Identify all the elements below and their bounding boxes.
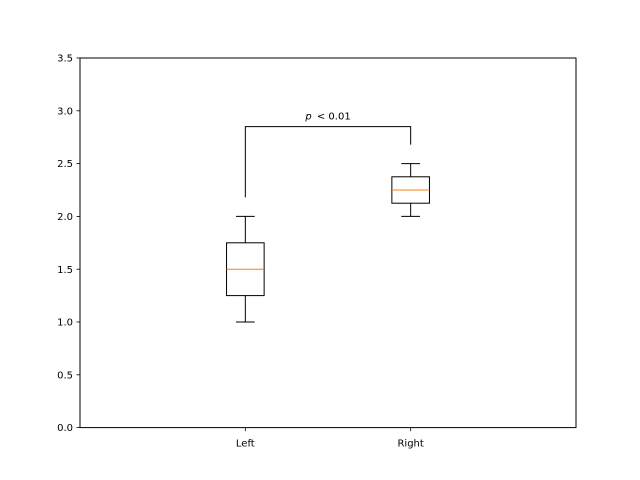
p-symbol: p [304, 112, 311, 123]
y-tick-label: 1.0 [57, 318, 73, 329]
x-axis: Left Right [236, 427, 424, 450]
y-tick-label: 1.5 [57, 265, 73, 276]
plot-area [79, 57, 577, 429]
p-relation: < 0.01 [317, 112, 351, 123]
y-tick-label: 3.5 [57, 54, 73, 65]
x-tick-label: Right [397, 439, 423, 450]
y-tick-label: 2.0 [57, 212, 73, 223]
y-tick-label: 0.5 [57, 370, 73, 381]
x-tick-label: Left [236, 439, 255, 450]
significance-annotation: p < 0.01 [244, 112, 412, 198]
y-tick-label: 0.0 [57, 423, 73, 434]
y-tick-label: 3.0 [57, 106, 73, 117]
box-right [391, 163, 430, 217]
p-value-label: p < 0.01 [304, 112, 350, 123]
y-axis: 0.0 0.5 1.0 1.5 2.0 2.5 3.0 3.5 [57, 54, 80, 434]
box-left [226, 215, 265, 323]
significance-bracket [244, 126, 412, 198]
y-tick-label: 2.5 [57, 159, 73, 170]
boxes [226, 163, 430, 323]
